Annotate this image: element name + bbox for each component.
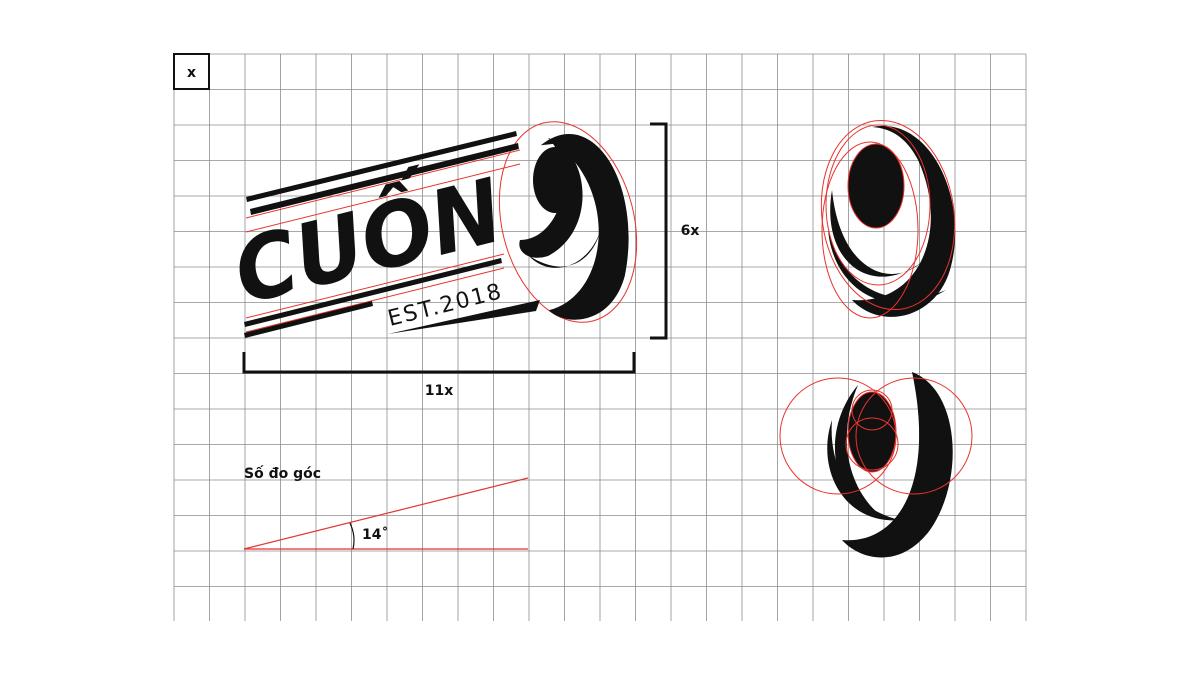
angle-measurement: Số đo góc 14˚: [243, 465, 529, 550]
main-logo: CUỐN EST.2018: [221, 121, 638, 338]
grid-unit-box: x: [173, 53, 210, 90]
height-dimension-label: 6x: [681, 223, 700, 239]
logo-top-bars: [246, 131, 519, 215]
width-dimension-label: 11x: [425, 383, 454, 399]
angle-title: Số đo góc: [244, 465, 321, 482]
width-dimension: 11x: [242, 352, 636, 399]
logo-guide-lines: [245, 121, 638, 333]
angle-value-label: 14˚: [362, 526, 388, 543]
egg-construction-circles: [779, 372, 973, 558]
height-dimension: 6x: [650, 122, 700, 340]
grid-unit-label: x: [187, 65, 196, 81]
logo-bottom-bars: [244, 258, 502, 338]
logo-tagline-swoosh: [388, 300, 540, 334]
logo-egg-mark: [519, 133, 629, 320]
egg-construction-ellipses: [820, 119, 956, 319]
